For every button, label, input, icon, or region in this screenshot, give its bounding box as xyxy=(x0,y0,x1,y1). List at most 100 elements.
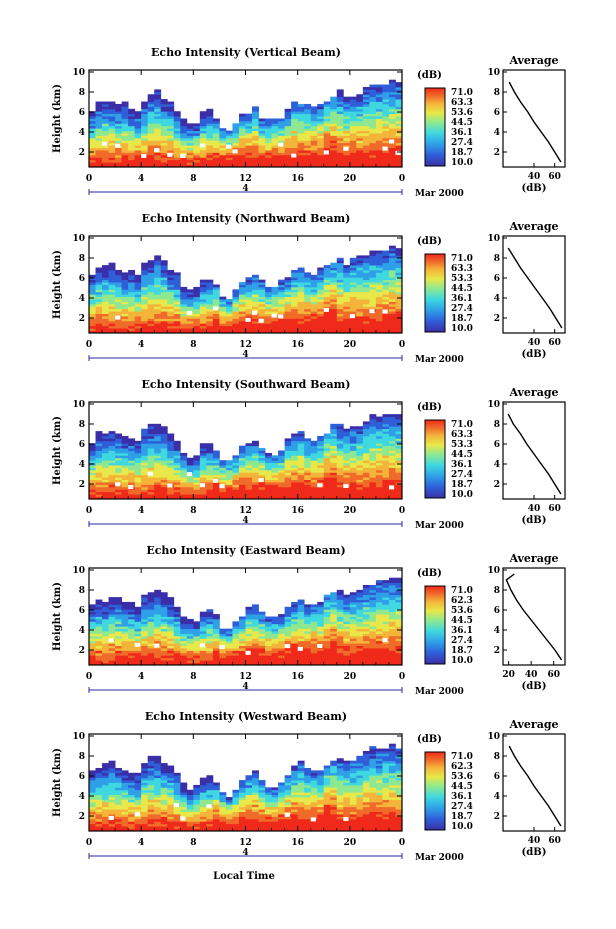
heatmap-cell xyxy=(252,289,259,293)
heatmap-cell xyxy=(134,320,142,324)
heatmap-cell xyxy=(180,494,188,497)
heatmap-cell xyxy=(395,477,403,481)
heatmap-cell xyxy=(193,316,201,319)
heatmap-cell xyxy=(330,118,338,122)
heatmap-cell xyxy=(369,494,377,497)
heatmap-cell xyxy=(180,291,188,295)
heatmap-cell xyxy=(375,125,383,129)
heatmap-cell xyxy=(232,154,240,158)
heatmap-cell xyxy=(121,306,129,310)
heatmap-cell xyxy=(199,159,207,163)
heatmap-cell xyxy=(278,623,286,627)
heatmap-cell xyxy=(323,597,331,600)
heatmap-cell xyxy=(271,640,279,644)
heatmap-cell xyxy=(173,135,181,139)
heatmap-cell xyxy=(219,474,227,478)
heatmap-cell xyxy=(167,467,175,471)
heatmap-cell xyxy=(193,294,201,298)
heatmap-cell xyxy=(160,618,168,622)
heatmap-cell xyxy=(395,323,403,327)
heatmap-cell xyxy=(186,491,194,495)
heatmap-cell xyxy=(121,452,129,456)
heatmap-cell xyxy=(395,103,403,107)
heatmap-cell xyxy=(395,316,403,319)
heatmap-cell xyxy=(121,106,129,110)
heatmap-cell xyxy=(147,438,155,442)
heatmap-cell xyxy=(154,594,162,598)
heatmap-cell xyxy=(388,474,396,478)
heatmap-cell xyxy=(323,486,331,490)
heatmap-cell xyxy=(206,643,214,646)
heatmap-cell xyxy=(89,135,96,139)
heatmap-cell xyxy=(108,116,116,119)
heatmap-cell xyxy=(115,626,122,630)
heatmap-cell xyxy=(134,306,142,310)
heatmap-cell xyxy=(388,123,396,127)
average-y-tick-label: 4 xyxy=(494,128,500,138)
heatmap-cell xyxy=(317,140,325,144)
heatmap-cell xyxy=(121,301,129,305)
heatmap-cell xyxy=(297,445,305,449)
heatmap-cell xyxy=(362,496,370,500)
heatmap-cell xyxy=(323,289,331,293)
heatmap-cell xyxy=(297,301,305,305)
heatmap-cell xyxy=(115,125,122,129)
heatmap-cell xyxy=(388,128,396,132)
heatmap-cell xyxy=(245,150,253,153)
heatmap-cell xyxy=(395,125,403,129)
heatmap-cell xyxy=(134,455,142,459)
heatmap-cell xyxy=(232,643,240,646)
heatmap-cell xyxy=(245,328,253,331)
heatmap-cell xyxy=(356,320,364,324)
heatmap-cell xyxy=(304,284,312,288)
heatmap-cell xyxy=(388,428,396,432)
heatmap-cell xyxy=(317,284,325,288)
data-gap xyxy=(199,643,206,648)
heatmap-cell xyxy=(382,113,390,117)
heatmap-cell xyxy=(128,325,136,329)
heatmap-cell xyxy=(89,640,96,644)
heatmap-cell xyxy=(271,145,279,148)
heatmap-cell xyxy=(258,316,266,319)
heatmap-cell xyxy=(271,325,279,329)
data-gap xyxy=(199,483,206,488)
heatmap-cell xyxy=(199,474,207,478)
heatmap-cell xyxy=(141,157,149,161)
heatmap-cell xyxy=(388,82,396,85)
heatmap-cell xyxy=(388,162,396,165)
heatmap-cell xyxy=(330,265,338,268)
heatmap-cell xyxy=(245,479,253,483)
heatmap-cell xyxy=(128,452,136,456)
heatmap-cell xyxy=(232,162,240,165)
heatmap-cell xyxy=(108,486,116,490)
heatmap-cell xyxy=(310,474,318,478)
heatmap-cell xyxy=(115,313,122,317)
heatmap-cell xyxy=(395,262,403,266)
heatmap-cell xyxy=(225,301,233,305)
heatmap-cell xyxy=(180,133,188,136)
heatmap-cell xyxy=(134,330,142,334)
heatmap-cell xyxy=(271,660,279,663)
heatmap-cell xyxy=(173,164,181,168)
heatmap-cell xyxy=(336,638,344,642)
heatmap-cell xyxy=(330,147,338,151)
heatmap-cell xyxy=(173,316,181,319)
average-y-tick-label: 8 xyxy=(494,420,500,430)
heatmap-cell xyxy=(362,279,370,283)
heatmap-cell xyxy=(212,284,220,288)
heatmap-cell xyxy=(395,99,403,102)
heatmap-cell xyxy=(330,164,338,168)
heatmap-cell xyxy=(395,414,403,417)
heatmap-cell xyxy=(141,103,149,107)
heatmap-cell xyxy=(95,618,103,622)
heatmap-cell xyxy=(173,296,181,300)
heatmap-cell xyxy=(271,164,279,168)
heatmap-cell xyxy=(89,313,96,317)
heatmap-cell xyxy=(108,611,116,615)
heatmap-cell xyxy=(115,462,122,466)
heatmap-cell xyxy=(154,445,162,449)
heatmap-cell xyxy=(382,118,390,122)
heatmap-cell xyxy=(356,152,364,156)
heatmap-cell xyxy=(271,655,279,659)
heatmap-cell xyxy=(95,631,103,634)
